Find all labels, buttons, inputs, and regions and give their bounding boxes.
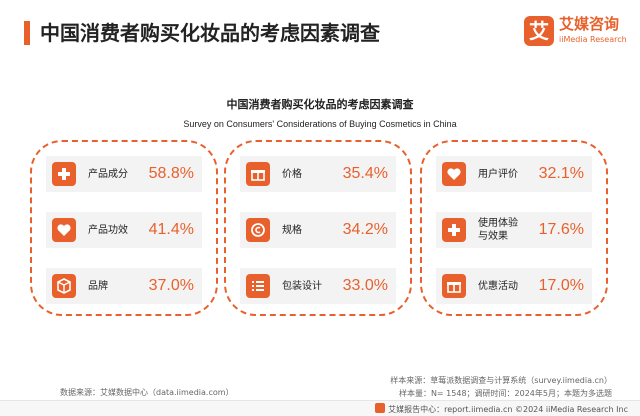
logo: 艾 艾媒咨询 iiMedia Research <box>524 14 634 50</box>
factor-card: 产品功效 41.4% <box>46 212 202 248</box>
factor-card: 规格 34.2% <box>240 212 396 248</box>
heart-icon <box>52 218 76 242</box>
footer-copyright: 艾媒报告中心：report.iimedia.cn ©2024 iiMedia R… <box>388 405 628 414</box>
factor-label: 包装设计 <box>282 280 322 292</box>
factor-card: 包装设计 33.0% <box>240 268 396 304</box>
factor-label: 使用体验 与效果 <box>478 218 518 242</box>
factor-card: 使用体验 与效果 17.6% <box>436 212 592 248</box>
report-center-icon <box>375 403 386 413</box>
factor-value: 37.0% <box>148 277 194 294</box>
plus-icon <box>52 162 76 186</box>
gift-icon <box>442 274 466 298</box>
sample-size: 样本量：N= 1548；调研时间：2024年5月；本题为多选题 <box>398 389 612 398</box>
page-title: 中国消费者购买化妆品的考虑因素调查 <box>40 21 380 45</box>
chart-subtitle: Survey on Consumers' Considerations of B… <box>183 119 457 129</box>
factor-group: 产品成分 58.8% 产品功效 41.4% 品牌 37.0% <box>30 140 218 316</box>
factor-card: 价格 35.4% <box>240 156 396 192</box>
factor-label: 规格 <box>282 224 302 236</box>
logo-name-cn: 艾媒咨询 <box>559 15 620 33</box>
factor-label: 产品功效 <box>88 224 128 236</box>
footer-bar: 艾媒报告中心：report.iimedia.cn ©2024 iiMedia R… <box>0 400 640 416</box>
factor-label: 用户评价 <box>478 168 518 180</box>
factor-value: 17.6% <box>538 221 584 238</box>
factor-value: 17.0% <box>538 277 584 294</box>
factor-label: 优惠活动 <box>478 280 518 292</box>
sample-source: 样本来源：草莓派数据调查与计算系统（survey.iimedia.cn） <box>390 376 612 385</box>
factor-label: 产品成分 <box>88 168 128 180</box>
factor-label: 价格 <box>282 168 302 180</box>
logo-mark: 艾 <box>524 16 554 46</box>
factor-group: 价格 35.4% 规格 34.2% 包装设计 33.0% <box>224 140 412 316</box>
gift-icon <box>246 162 270 186</box>
factor-group: 用户评价 32.1% 使用体验 与效果 17.6% 优惠活动 17.0% <box>420 140 608 316</box>
footer-text: 艾媒报告中心：report.iimedia.cn ©2024 iiMedia R… <box>375 403 628 416</box>
factor-card: 产品成分 58.8% <box>46 156 202 192</box>
factor-card: 用户评价 32.1% <box>436 156 592 192</box>
factor-value: 33.0% <box>342 277 388 294</box>
factor-value: 34.2% <box>342 221 388 238</box>
header-accent-bar <box>24 21 30 45</box>
cube-icon <box>52 274 76 298</box>
logo-name-en: iiMedia Research <box>559 35 627 44</box>
factor-value: 58.8% <box>148 165 194 182</box>
data-source: 数据来源：艾媒数据中心（data.iimedia.com） <box>60 388 234 397</box>
chart-title: 中国消费者购买化妆品的考虑因素调查 <box>226 98 414 111</box>
list-icon <box>246 274 270 298</box>
factor-value: 41.4% <box>148 221 194 238</box>
factor-label: 品牌 <box>88 280 108 292</box>
factor-value: 35.4% <box>342 165 388 182</box>
factor-card: 优惠活动 17.0% <box>436 268 592 304</box>
coin-icon <box>246 218 270 242</box>
factor-card: 品牌 37.0% <box>46 268 202 304</box>
factor-value: 32.1% <box>538 165 584 182</box>
plus-icon <box>442 218 466 242</box>
heart-icon <box>442 162 466 186</box>
